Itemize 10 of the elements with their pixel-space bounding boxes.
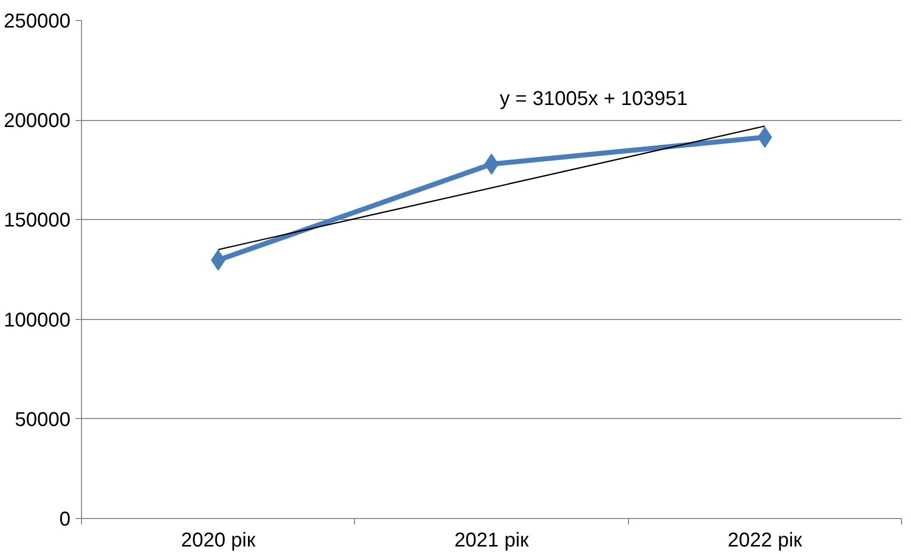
x-tick-label: 2020 рік xyxy=(180,530,256,552)
y-tick-label: 0 xyxy=(59,508,70,530)
y-tick-label: 50000 xyxy=(14,408,71,431)
x-tick-label: 2022 рік xyxy=(728,530,802,552)
x-tick-label: 2021 рік xyxy=(454,530,529,552)
y-tick-label: 100000 xyxy=(4,309,71,332)
y-tick-label: 200000 xyxy=(4,110,71,132)
y-tick-label: 150000 xyxy=(4,210,71,232)
y-tick-label: 250000 xyxy=(4,10,71,32)
annotation: y = 31005x + 103951 xyxy=(500,88,688,110)
